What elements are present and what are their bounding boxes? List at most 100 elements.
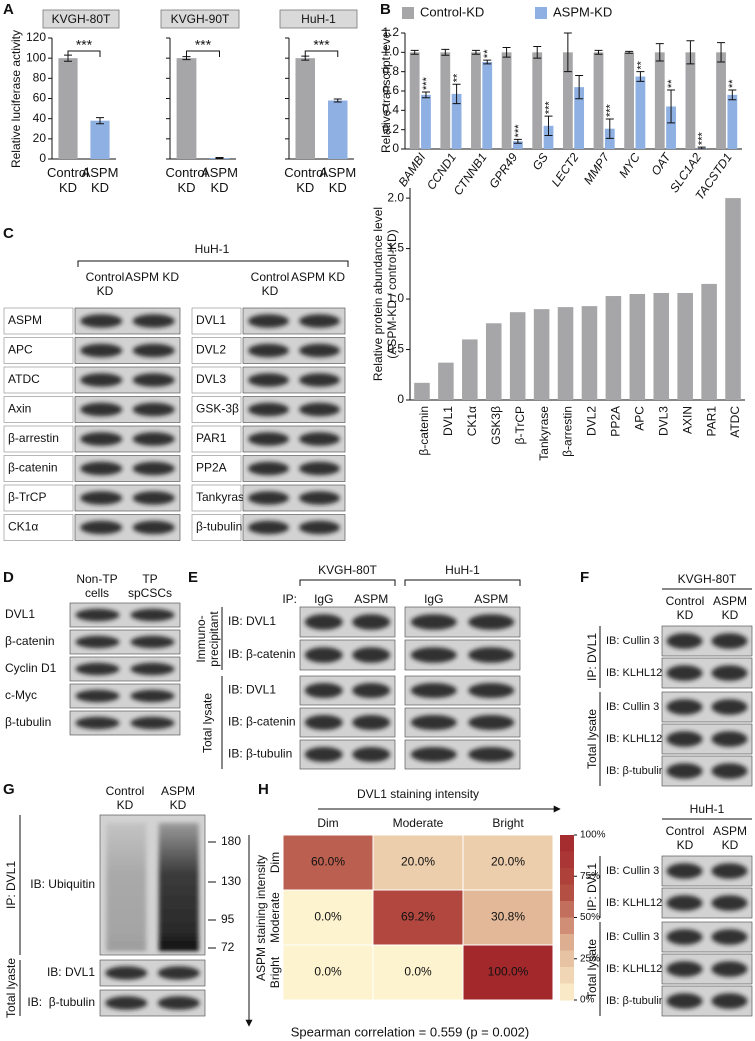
- error-bar: [513, 138, 522, 144]
- title-box: [279, 9, 358, 29]
- band: [352, 647, 391, 663]
- row-label: IB: β-tubulin: [27, 995, 95, 1009]
- error-bar: [728, 89, 737, 101]
- error-bar: [483, 59, 492, 65]
- row-label: DVL2: [196, 343, 226, 357]
- y-tick-label: 100: [26, 50, 46, 64]
- error-bar: [697, 146, 706, 150]
- band: [248, 402, 289, 417]
- row-frame: [3, 366, 74, 394]
- column-label: ASPM KD: [160, 784, 195, 812]
- column-label: ASPM: [474, 592, 508, 606]
- error-bar: [594, 49, 603, 55]
- colorbar-step: [560, 851, 574, 869]
- significance: ***: [195, 37, 212, 53]
- band: [75, 689, 120, 703]
- column-label: ASPM KD: [712, 824, 747, 852]
- x-tick-label: β-arrestin: [561, 406, 575, 457]
- band: [711, 633, 748, 649]
- row-label: β-catenin: [8, 461, 58, 475]
- x-tick-label: DVL3: [656, 406, 670, 436]
- legend-swatch: [402, 7, 414, 19]
- panel-label: E: [188, 569, 198, 586]
- row-label: IB: Cullin 3: [606, 635, 659, 647]
- column-label: Control KD: [665, 594, 705, 622]
- band: [468, 614, 515, 630]
- bar: [557, 307, 574, 400]
- colorbar-step: [560, 868, 574, 885]
- bar: [543, 125, 554, 149]
- band: [304, 714, 343, 731]
- band: [299, 520, 340, 535]
- significance: **: [482, 49, 494, 58]
- significance-bracket: [304, 50, 339, 57]
- group-label: HuH-1: [445, 563, 480, 577]
- error-bar: [605, 118, 614, 139]
- error-bar: [533, 46, 542, 59]
- row-label: IB: Cullin 3: [606, 701, 659, 713]
- row-label: IB: Cullin 3: [606, 931, 659, 943]
- bar: [471, 52, 481, 150]
- significance: ***: [313, 37, 330, 53]
- row-label: ASPM: [8, 313, 42, 327]
- band: [352, 746, 391, 763]
- band: [130, 635, 175, 649]
- band: [352, 682, 391, 699]
- bar: [533, 309, 550, 400]
- group-label: HuH-1: [195, 242, 230, 256]
- panel-label: B: [380, 1, 391, 18]
- panel-label: H: [258, 781, 269, 798]
- smear: [158, 823, 199, 951]
- band: [410, 614, 457, 630]
- error-bar: [96, 117, 104, 125]
- row-frame: [3, 337, 74, 364]
- error-bar: [625, 50, 634, 54]
- band: [75, 662, 120, 676]
- marker-label: 180: [221, 834, 241, 848]
- row-label: β-arrestin: [8, 431, 59, 445]
- band: [299, 402, 340, 417]
- colorbar-label: 100%: [580, 830, 606, 841]
- error-bar: [686, 40, 695, 65]
- x-tick-label: GSK3β: [489, 406, 503, 445]
- y-tick-label: 0.5: [387, 342, 404, 356]
- bar: [593, 52, 604, 150]
- row-frame: [3, 484, 74, 512]
- band: [468, 647, 515, 663]
- bar: [482, 62, 493, 149]
- row-label: APC: [8, 343, 33, 357]
- row-label: IB: KLHL12: [606, 897, 662, 909]
- band: [80, 343, 123, 358]
- title-box: [42, 9, 120, 29]
- y-tick-label: 0.2: [382, 122, 399, 136]
- row-label: DVL1: [196, 313, 226, 327]
- group-bracket: [404, 579, 521, 586]
- band: [130, 716, 175, 730]
- row-label: IB: β-tubulin: [606, 765, 665, 777]
- band: [80, 432, 123, 446]
- significance-bracket: [67, 50, 101, 57]
- bar: [624, 52, 635, 150]
- row-frame: [3, 396, 74, 423]
- significance: **: [727, 79, 739, 88]
- row-label: IB: DVL1: [47, 965, 95, 979]
- legend-swatch: [535, 7, 547, 19]
- x-tick-label: ASPM KD: [201, 165, 238, 195]
- band: [468, 746, 515, 763]
- row-frame: [3, 455, 74, 482]
- y-tick-label: Dim: [268, 852, 282, 873]
- column-label: Control KD: [250, 270, 290, 298]
- row-label: IB: β-catenin: [228, 715, 296, 729]
- band: [352, 614, 391, 630]
- band: [410, 682, 457, 699]
- y-tick-label: 1.0: [382, 45, 399, 59]
- y-axis-label: Relative luciferase activity: [9, 29, 23, 169]
- legend-label: ASPM-KD: [553, 4, 612, 19]
- chart-title: KVGH-80T: [52, 12, 111, 26]
- band: [248, 461, 289, 476]
- colorbar-label: 25%: [580, 953, 600, 964]
- bar: [414, 382, 430, 400]
- legend-label: Control-KD: [420, 4, 484, 19]
- band: [248, 491, 289, 505]
- x-tick-label: ASPM KD: [319, 165, 357, 195]
